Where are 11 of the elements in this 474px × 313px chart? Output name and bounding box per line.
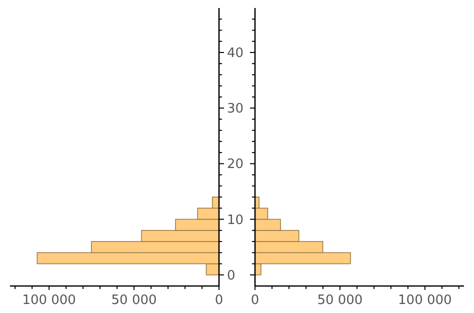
x-tick-label: 0 <box>214 293 224 308</box>
y-tick-label: 40 <box>227 46 244 61</box>
x-tick-label: 50 000 <box>111 293 157 308</box>
x-tick-label: 50 000 <box>317 293 363 308</box>
y-tick-label: 20 <box>227 157 244 172</box>
y-tick-label: 10 <box>227 212 244 228</box>
y-tick-label: 30 <box>227 102 244 117</box>
x-tick-label: 100 000 <box>22 293 76 308</box>
x-tick-label: 0 <box>250 293 260 308</box>
y-tick-label: 0 <box>227 268 236 284</box>
x-tick-label: 100 000 <box>398 293 452 308</box>
